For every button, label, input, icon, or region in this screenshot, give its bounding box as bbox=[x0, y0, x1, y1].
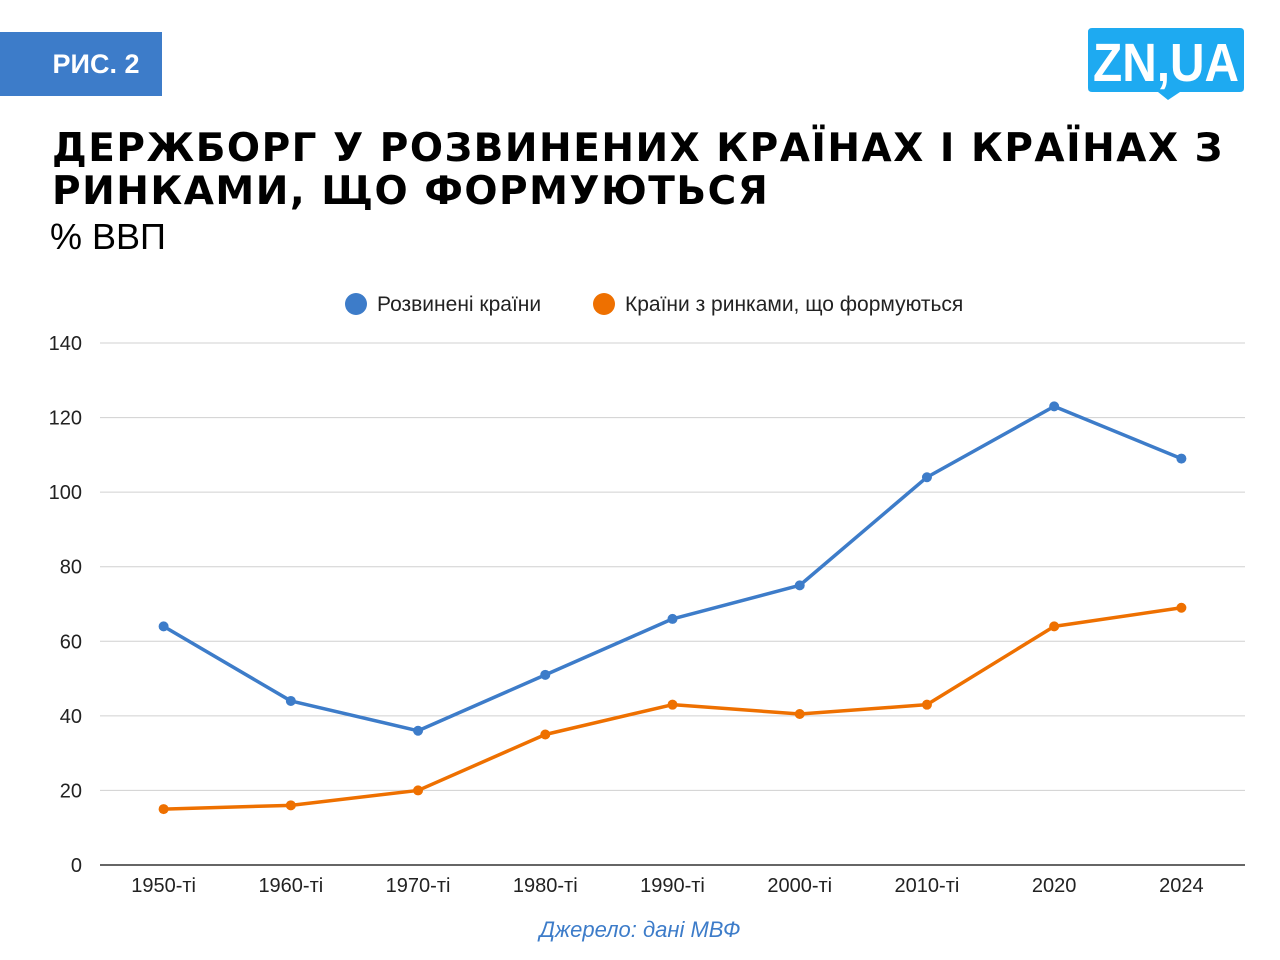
y-tick-label: 0 bbox=[71, 855, 82, 877]
x-tick-label: 1960-ті bbox=[258, 875, 323, 897]
y-tick-label: 140 bbox=[49, 333, 82, 355]
y-tick-label: 20 bbox=[60, 780, 82, 802]
data-point bbox=[413, 725, 424, 736]
legend-marker bbox=[593, 293, 615, 315]
figure-badge: РИС. 2 bbox=[0, 32, 162, 96]
data-point bbox=[794, 580, 805, 591]
y-tick-label: 80 bbox=[60, 557, 82, 579]
data-point bbox=[285, 695, 296, 706]
data-point bbox=[1049, 621, 1060, 632]
data-point bbox=[540, 729, 551, 740]
chart-title: ДЕРЖБОРГ У РОЗВИНЕНИХ КРАЇНАХ І КРАЇНАХ … bbox=[52, 126, 1224, 214]
x-tick-label: 2010-ті bbox=[895, 875, 960, 897]
data-point bbox=[794, 708, 805, 719]
series-line bbox=[162, 404, 1183, 733]
data-point bbox=[158, 621, 169, 632]
data-point bbox=[921, 472, 932, 483]
x-tick-label: 1980-ті bbox=[513, 875, 578, 897]
x-tick-label: 2020 bbox=[1032, 875, 1077, 897]
legend-marker bbox=[345, 293, 367, 315]
data-point bbox=[413, 785, 424, 796]
y-tick-label: 120 bbox=[49, 408, 82, 430]
data-point bbox=[1049, 401, 1060, 412]
x-tick-label: 1990-ті bbox=[640, 875, 705, 897]
y-tick-label: 60 bbox=[60, 631, 82, 653]
svg-text:ZN,UA: ZN,UA bbox=[1093, 33, 1239, 93]
legend-label: Країни з ринками, що формуються bbox=[625, 293, 963, 316]
source-note: Джерело: дані МВФ bbox=[539, 917, 741, 942]
zn-ua-logo: ZN,UA bbox=[1088, 28, 1244, 100]
y-tick-label: 40 bbox=[60, 706, 82, 728]
x-tick-label: 2000-ті bbox=[767, 875, 832, 897]
legend-label: Розвинені країни bbox=[377, 293, 541, 316]
data-point bbox=[158, 804, 169, 815]
y-tick-label: 100 bbox=[49, 482, 82, 504]
chart-subtitle: % ВВП bbox=[50, 216, 166, 257]
data-point bbox=[667, 613, 678, 624]
data-point bbox=[1176, 453, 1187, 464]
x-tick-label: 2024 bbox=[1159, 875, 1204, 897]
data-point bbox=[1176, 602, 1187, 613]
data-point bbox=[667, 699, 678, 710]
data-point bbox=[921, 699, 932, 710]
data-point bbox=[540, 669, 551, 680]
x-tick-label: 1970-ті bbox=[386, 875, 451, 897]
data-point bbox=[285, 800, 296, 811]
x-tick-label: 1950-ті bbox=[131, 875, 196, 897]
